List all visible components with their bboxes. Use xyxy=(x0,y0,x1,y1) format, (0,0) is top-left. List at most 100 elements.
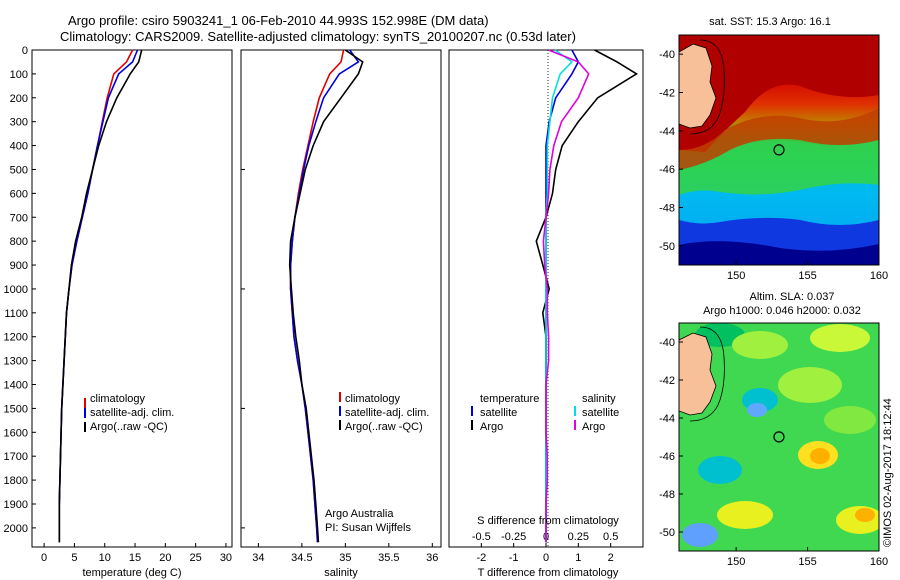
depth-tick-label: 1300 xyxy=(4,356,28,368)
map-lat-tick-label: -44 xyxy=(659,413,675,425)
temperature-difference-x-label: T difference from climatology xyxy=(478,567,619,579)
salinity-difference-x-label: S difference from climatology xyxy=(477,515,619,527)
map-lat-tick-label: -40 xyxy=(659,337,675,349)
salinity-x-axis: 34 34.5 35 35.5 36 xyxy=(241,49,438,564)
temperature-tick-label: 20 xyxy=(159,552,171,564)
map-lat-tick-label: -48 xyxy=(659,489,675,501)
difference-panel: -2 -1 0 1 2-0.5 -0.25 0 0.25 0.5 temperature sat… xyxy=(448,49,644,579)
shelf-contour xyxy=(689,39,725,135)
map-lat-tick-label: -44 xyxy=(659,126,675,138)
depth-tick-label: 1400 xyxy=(4,380,28,392)
depth-tick-label: 400 xyxy=(10,141,28,153)
sst-map-panel: sat. SST: 15.3 Argo: 16.1 -40-42-44-46-4… xyxy=(659,16,888,282)
sla-patch xyxy=(698,456,742,484)
map-lon-tick-label: 155 xyxy=(798,270,816,282)
sst-cyan-band xyxy=(679,183,879,225)
legend-label-sal-satellite: satellite xyxy=(582,407,619,419)
temp-diff-tick-label: -2 xyxy=(476,552,486,564)
map-lon-tick-label: 160 xyxy=(870,556,888,568)
argo-float-marker xyxy=(773,431,785,443)
depth-tick-label: 1700 xyxy=(4,451,28,463)
depth-tick-label: 700 xyxy=(10,212,28,224)
difference-series-line xyxy=(545,49,574,543)
sla-patch xyxy=(855,508,875,522)
map-lat-tick-label: -50 xyxy=(659,527,675,539)
sla-patch xyxy=(747,403,767,417)
salinity-x-label: salinity xyxy=(324,567,358,579)
depth-tick-label: 200 xyxy=(10,93,28,105)
shelf-contour xyxy=(689,326,725,422)
sal-diff-tick-label: 0.5 xyxy=(603,531,618,543)
salinity-tick-label: 34 xyxy=(252,552,264,564)
temperature-panel: 0100200300400500600700800900100011001200… xyxy=(4,45,233,579)
difference-series xyxy=(535,49,639,543)
salinity-annotation-line1: Argo Australia xyxy=(325,508,394,520)
depth-tick-label: 900 xyxy=(10,260,28,272)
depth-tick-label: 1900 xyxy=(4,499,28,511)
tasmania-land xyxy=(679,43,717,129)
temperature-tick-label: 10 xyxy=(99,552,111,564)
sla-patch xyxy=(824,406,876,434)
sla-map-title-line1: Altim. SLA: 0.037 xyxy=(750,291,835,303)
sla-map-field xyxy=(679,323,879,551)
legend-label-satellite: satellite-adj. clim. xyxy=(345,407,429,419)
sla-patch xyxy=(732,331,788,359)
sst-map-title: sat. SST: 15.3 Argo: 16.1 xyxy=(709,16,831,28)
sla-map-frame xyxy=(678,322,880,552)
sla-patch xyxy=(682,523,718,547)
sst-map-field xyxy=(679,35,879,265)
tasmania-land xyxy=(679,332,717,416)
depth-tick-label: 600 xyxy=(10,188,28,200)
legend-label-argo: Argo(..raw -QC) xyxy=(345,421,423,433)
map-lat-tick-label: -40 xyxy=(659,49,675,61)
depth-tick-label: 100 xyxy=(10,69,28,81)
sal-diff-tick-label: -0.5 xyxy=(472,531,491,543)
temperature-axes-box xyxy=(31,49,233,548)
temperature-x-axis: 0 5 10 15 20 25 30 xyxy=(41,543,232,564)
temp-diff-tick-label: 0 xyxy=(543,552,549,564)
temperature-legend: climatology satellite-adj. clim. Argo(..… xyxy=(84,393,174,433)
legend-label-satellite: satellite-adj. clim. xyxy=(90,407,174,419)
sst-map-frame xyxy=(678,34,880,266)
depth-tick-label: 1600 xyxy=(4,427,28,439)
temperature-tick-label: 5 xyxy=(71,552,77,564)
temperature-x-label: temperature (deg C) xyxy=(82,567,181,579)
map-lon-tick-label: 155 xyxy=(798,556,816,568)
legend-label-temp-satellite: satellite xyxy=(480,407,517,419)
temp-diff-tick-label: -1 xyxy=(509,552,519,564)
difference-legend: temperature satellite Argo salinity sate… xyxy=(471,393,619,433)
sla-patch xyxy=(810,324,870,352)
figure-title-line2: Climatology: CARS2009. Satellite-adjuste… xyxy=(60,29,576,44)
argo-float-marker xyxy=(773,144,785,156)
depth-tick-label: 1100 xyxy=(4,308,28,320)
temperature-series xyxy=(58,49,143,543)
salinity-tick-label: 34.5 xyxy=(291,552,312,564)
map-lon-tick-label: 160 xyxy=(870,270,888,282)
sla-patch xyxy=(717,501,773,529)
depth-tick-label: 1800 xyxy=(4,475,28,487)
salinity-legend: climatology satellite-adj. clim. Argo(..… xyxy=(339,392,429,433)
sst-green-band xyxy=(679,140,879,195)
depth-tick-label: 500 xyxy=(10,164,28,176)
temperature-tick-label: 30 xyxy=(220,552,232,564)
depth-tick-label: 1500 xyxy=(4,403,28,415)
depth-tick-label: 800 xyxy=(10,236,28,248)
legend-label-argo: Argo(..raw -QC) xyxy=(90,421,168,433)
salinity-tick-label: 35.5 xyxy=(378,552,399,564)
sst-deep-cold-band xyxy=(679,241,879,265)
legend-label-sal-argo: Argo xyxy=(582,421,605,433)
sst-front-region xyxy=(679,108,879,170)
sal-diff-tick-label: 0.25 xyxy=(568,531,589,543)
depth-tick-label: 1000 xyxy=(4,284,28,296)
legend-title-temperature: temperature xyxy=(480,393,539,405)
sla-map-panel: Altim. SLA: 0.037 Argo h1000: 0.046 h200… xyxy=(659,291,888,568)
sla-map-axes: -40 -42 -44 -46 -48 -50 150 155 160 xyxy=(659,337,888,568)
depth-tick-label: 0 xyxy=(22,45,28,57)
temperature-tick-label: 25 xyxy=(190,552,202,564)
sst-warm-region xyxy=(679,35,879,152)
difference-series-line xyxy=(542,49,590,543)
imos-timestamp: ©IMOS 02-Aug-2017 18:12:44 xyxy=(882,398,894,547)
map-lat-tick-label: -46 xyxy=(659,451,675,463)
map-lat-tick-label: -48 xyxy=(659,203,675,215)
